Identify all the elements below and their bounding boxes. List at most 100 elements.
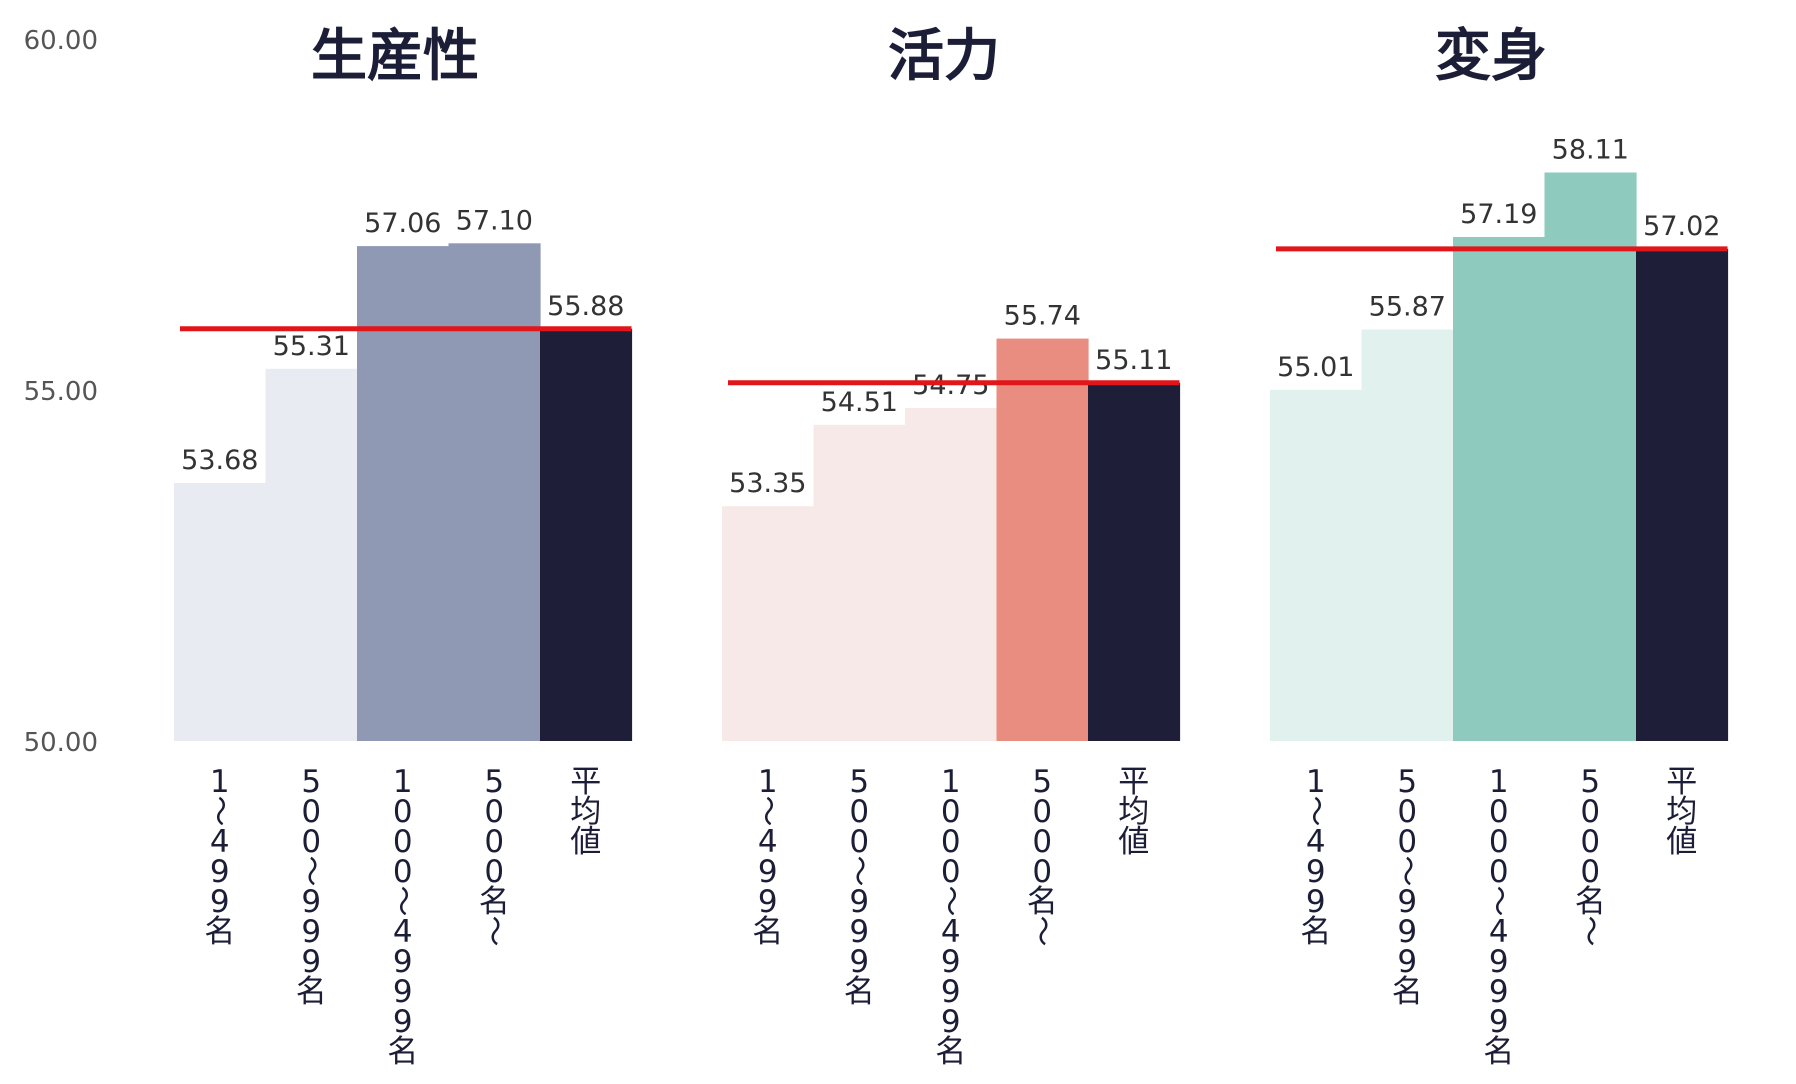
panel-title: 活力: [888, 24, 1000, 89]
category-label: 0: [1032, 854, 1052, 890]
category-label: 5: [849, 764, 869, 800]
bar-value-label: 57.19: [1460, 199, 1537, 230]
bar: [540, 328, 633, 741]
category-label: ～: [840, 856, 876, 887]
category-label: 0: [484, 824, 504, 860]
category-label: 0: [1397, 824, 1417, 860]
category-label: ～: [1023, 916, 1059, 947]
category-label: 0: [849, 794, 869, 830]
category-label: 9: [758, 854, 778, 890]
category-label: 0: [1032, 794, 1052, 830]
category-label: ～: [1571, 916, 1607, 947]
category-label: 5: [484, 764, 504, 800]
bar-value-label: 53.68: [181, 445, 258, 476]
category-label: 9: [210, 854, 230, 890]
bar: [905, 408, 998, 741]
bar: [996, 338, 1089, 741]
category-label: 9: [1489, 944, 1509, 980]
category-label: 0: [849, 824, 869, 860]
category-label: 9: [1306, 854, 1326, 890]
category-label: ～: [292, 856, 328, 887]
category-label: 9: [1489, 974, 1509, 1010]
category-label: 5: [1032, 764, 1052, 800]
category-label: 9: [393, 944, 413, 980]
bar: [174, 483, 267, 741]
category-label: 名: [1483, 1034, 1514, 1070]
category-label: 4: [210, 824, 230, 860]
category-label: 9: [210, 884, 230, 920]
panel-title: 変身: [1435, 24, 1547, 89]
category-label: 9: [301, 884, 321, 920]
bar: [1544, 172, 1637, 741]
category-label: 4: [1306, 824, 1326, 860]
category-label: 9: [1397, 914, 1417, 950]
category-label: 4: [758, 824, 778, 860]
category-label: 9: [849, 914, 869, 950]
category-label: 名: [296, 974, 327, 1010]
bar-value-label: 54.51: [821, 387, 898, 418]
category-label: 4: [1489, 914, 1509, 950]
bar-value-label: 55.88: [547, 291, 624, 322]
category-label: 名: [752, 914, 783, 950]
category-label: ～: [201, 796, 237, 827]
category-label: 名: [204, 914, 235, 950]
bar: [1270, 389, 1363, 741]
y-tick-label: 60.00: [24, 26, 98, 56]
category-label: ～: [1388, 856, 1424, 887]
category-label: 9: [393, 1004, 413, 1040]
category-label: 均: [1666, 794, 1697, 830]
category-label: 均: [1118, 794, 1149, 830]
category-label: 9: [301, 944, 321, 980]
category-label: 1: [941, 764, 961, 800]
category-label: 0: [301, 824, 321, 860]
category-label: 9: [849, 884, 869, 920]
category-label: 9: [1397, 944, 1417, 980]
category-label: 9: [1397, 884, 1417, 920]
bar-value-label: 58.11: [1552, 135, 1629, 166]
category-label: 9: [1489, 1004, 1509, 1040]
bar-value-label: 57.06: [364, 208, 441, 239]
category-label: 0: [393, 794, 413, 830]
category-label: 5: [301, 764, 321, 800]
category-label: 1: [1306, 764, 1326, 800]
y-tick-label: 55.00: [24, 377, 98, 407]
category-label: ～: [384, 886, 420, 917]
bar-value-label: 57.10: [456, 205, 533, 236]
category-label: 0: [484, 794, 504, 830]
category-label: 9: [941, 1004, 961, 1040]
category-label: 4: [393, 914, 413, 950]
category-label: ～: [475, 916, 511, 947]
category-label: 0: [1489, 824, 1509, 860]
category-label: 9: [849, 944, 869, 980]
category-label: 名: [935, 1034, 966, 1070]
category-label: 値: [1118, 824, 1149, 860]
category-label: 9: [941, 974, 961, 1010]
bar-value-label: 53.35: [729, 468, 806, 499]
category-label: 0: [1397, 794, 1417, 830]
category-label: 0: [941, 854, 961, 890]
bar-value-label: 55.11: [1095, 345, 1172, 376]
category-label: 4: [941, 914, 961, 950]
category-label: 5: [1580, 764, 1600, 800]
category-label: 名: [1575, 884, 1606, 920]
category-label: 平: [1666, 764, 1697, 800]
category-label: 1: [758, 764, 778, 800]
category-label: 0: [1580, 824, 1600, 860]
category-label: 9: [758, 884, 778, 920]
category-label: 0: [941, 824, 961, 860]
bar: [1453, 237, 1546, 741]
bar-value-label: 54.75: [912, 370, 989, 401]
category-label: 名: [844, 974, 875, 1010]
category-label: 名: [387, 1034, 418, 1070]
bar: [722, 506, 815, 741]
category-label: 名: [479, 884, 510, 920]
bar: [1088, 382, 1181, 741]
category-label: 0: [393, 854, 413, 890]
category-label: 平: [570, 764, 601, 800]
bar-value-label: 55.31: [273, 331, 350, 362]
bar-value-label: 57.02: [1643, 211, 1720, 242]
category-label: 9: [301, 914, 321, 950]
y-tick-label: 50.00: [24, 728, 98, 758]
category-label: 0: [1580, 854, 1600, 890]
